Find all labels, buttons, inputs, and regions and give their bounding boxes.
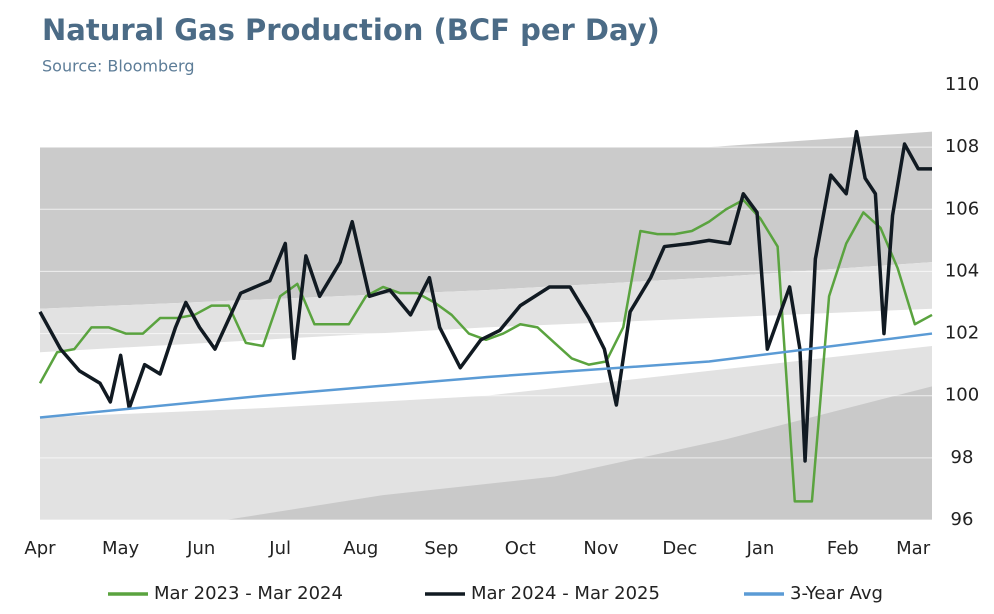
range-band <box>40 131 932 309</box>
x-tick-label: Dec <box>662 538 697 559</box>
y-tick-label: 104 <box>945 260 979 281</box>
range-band <box>40 262 932 353</box>
y-tick-label: 96 <box>951 509 974 530</box>
x-tick-label: Jun <box>186 538 215 559</box>
x-tick-label: Apr <box>24 538 56 559</box>
x-tick-label: Feb <box>827 538 859 559</box>
x-tick-label: Jul <box>268 538 291 559</box>
series-line <box>38 198 933 503</box>
series-line <box>38 129 932 463</box>
x-tick-label: Nov <box>583 538 618 559</box>
y-tick-label: 98 <box>951 447 974 468</box>
y-tick-label: 100 <box>945 385 979 406</box>
x-tick-label: May <box>102 538 140 559</box>
legend-label: 3-Year Avg <box>790 583 883 604</box>
series-line <box>39 332 933 419</box>
legend-label: Mar 2023 - Mar 2024 <box>154 583 343 604</box>
y-tick-label: 108 <box>945 136 979 157</box>
x-tick-label: Jan <box>746 538 775 559</box>
y-tick-label: 110 <box>945 74 979 95</box>
chart-subtitle: Source: Bloomberg <box>42 57 194 76</box>
y-tick-label: 106 <box>945 198 979 219</box>
chart-title: Natural Gas Production (BCF per Day) <box>42 13 660 47</box>
x-tick-label: Aug <box>343 538 378 559</box>
x-tick-label: Oct <box>505 538 536 559</box>
range-band <box>225 386 932 520</box>
x-tick-label: Mar <box>896 538 931 559</box>
x-tick-label: Sep <box>424 538 458 559</box>
y-tick-label: 102 <box>945 323 979 344</box>
legend-label: Mar 2024 - Mar 2025 <box>471 583 660 604</box>
